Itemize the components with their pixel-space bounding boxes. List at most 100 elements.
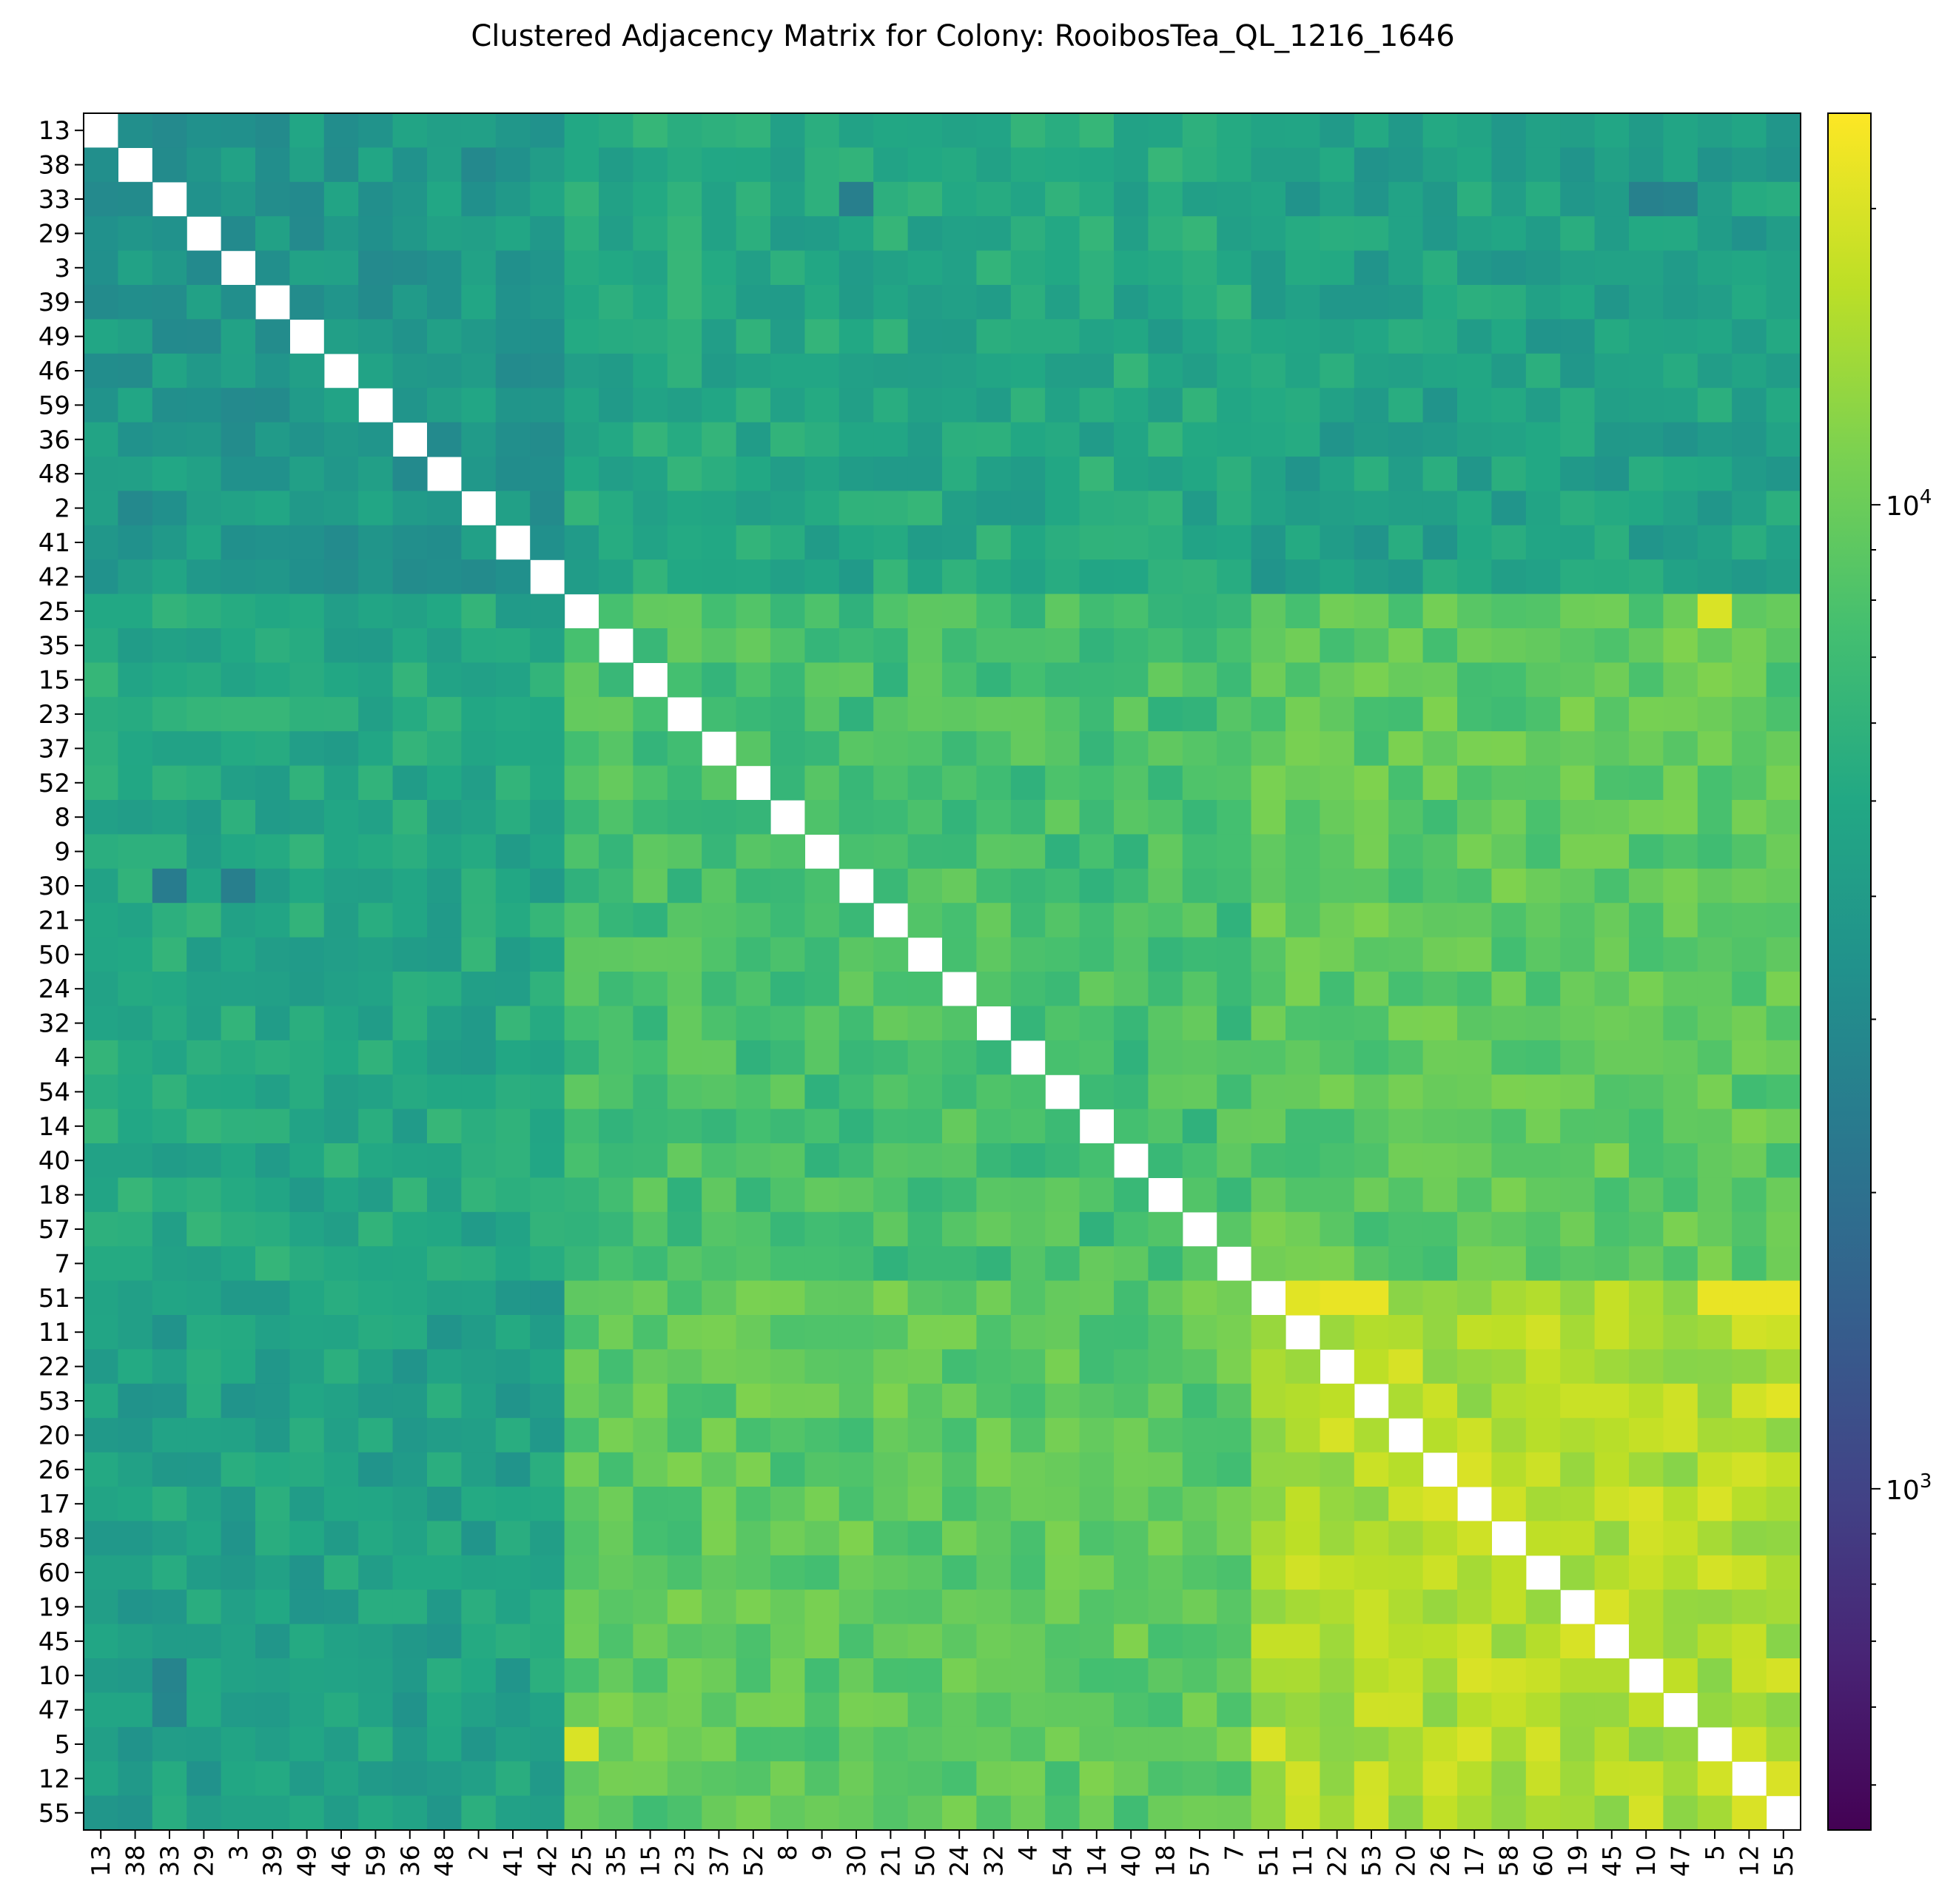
heatmap-cell-49-47 xyxy=(1663,319,1698,354)
heatmap-cell-48-7 xyxy=(1217,457,1252,491)
heatmap-cell-58-54 xyxy=(1045,1521,1080,1556)
heatmap-cell-25-11 xyxy=(1285,593,1320,629)
heatmap-cell-29-30 xyxy=(838,216,874,252)
heatmap-cell-10-35 xyxy=(599,1658,633,1693)
heatmap-cell-39-48 xyxy=(427,285,462,320)
heatmap-cell-2-21 xyxy=(873,491,909,526)
heatmap-cell-49-53 xyxy=(1354,319,1389,354)
y-tick-label: 17 xyxy=(38,1490,70,1519)
heatmap-cell-20-9 xyxy=(804,1418,840,1453)
heatmap-cell-8-49 xyxy=(289,800,325,835)
heatmap-cell-52-3 xyxy=(221,765,256,801)
heatmap-cell-10-14 xyxy=(1079,1658,1115,1693)
heatmap-cell-39-41 xyxy=(495,285,531,320)
heatmap-cell-15-60 xyxy=(1525,662,1561,698)
heatmap-cell-18-22 xyxy=(1320,1177,1355,1213)
heatmap-cell-15-53 xyxy=(1354,662,1389,698)
heatmap-cell-2-36 xyxy=(392,491,428,526)
heatmap-cell-48-32 xyxy=(976,457,1012,491)
heatmap-cell-32-39 xyxy=(255,1006,290,1041)
heatmap-cell-45-30 xyxy=(838,1624,874,1659)
heatmap-cell-5-39 xyxy=(255,1726,290,1762)
heatmap-cell-19-33 xyxy=(152,1590,187,1625)
heatmap-cell-39-15 xyxy=(633,285,668,320)
heatmap-cell-12-58 xyxy=(1491,1761,1527,1797)
heatmap-cell-52-41 xyxy=(495,765,531,801)
heatmap-cell-51-57 xyxy=(1182,1280,1217,1316)
heatmap-cell-36-18 xyxy=(1148,422,1183,457)
heatmap-cell-14-39 xyxy=(255,1109,290,1144)
heatmap-cell-7-5 xyxy=(1697,1246,1732,1282)
y-tick-label: 36 xyxy=(38,425,70,455)
heatmap-cell-58-10 xyxy=(1629,1521,1664,1556)
heatmap-cell-13-8 xyxy=(770,113,805,148)
heatmap-cell-53-22 xyxy=(1320,1383,1355,1419)
heatmap-cell-19-54 xyxy=(1045,1590,1080,1625)
heatmap-cell-5-33 xyxy=(152,1726,187,1762)
heatmap-cell-58-8 xyxy=(770,1521,805,1556)
heatmap-cell-13-24 xyxy=(942,113,977,148)
heatmap-cell-51-60 xyxy=(1525,1280,1561,1316)
heatmap-cell-23-42 xyxy=(530,696,565,732)
heatmap-cell-49-12 xyxy=(1732,319,1767,354)
heatmap-cell-35-36 xyxy=(392,628,428,663)
heatmap-cell-42-9 xyxy=(804,559,840,595)
heatmap-cell-45-42 xyxy=(530,1624,565,1659)
heatmap-cell-48-9 xyxy=(804,457,840,491)
heatmap-cell-45-14 xyxy=(1079,1624,1115,1659)
heatmap-cell-47-24 xyxy=(942,1692,977,1728)
heatmap-cell-58-26 xyxy=(1422,1521,1458,1556)
heatmap-cell-17-52 xyxy=(736,1487,771,1521)
heatmap-cell-55-46 xyxy=(323,1795,359,1831)
heatmap-cell-8-40 xyxy=(1114,800,1149,835)
heatmap-cell-23-21 xyxy=(873,696,909,732)
heatmap-cell-41-30 xyxy=(838,525,874,560)
heatmap-cell-9-2 xyxy=(461,834,497,869)
heatmap-cell-54-2 xyxy=(461,1074,497,1110)
heatmap-cell-23-58 xyxy=(1491,696,1527,732)
heatmap-cell-37-36 xyxy=(392,731,428,767)
heatmap-cell-21-9 xyxy=(804,903,840,938)
heatmap-cell-17-20 xyxy=(1388,1487,1424,1521)
heatmap-cell-57-21 xyxy=(873,1211,909,1247)
heatmap-cell-57-29 xyxy=(186,1211,222,1247)
heatmap-cell-22-24 xyxy=(942,1349,977,1385)
heatmap-cell-41-9 xyxy=(804,525,840,560)
heatmap-cell-5-25 xyxy=(564,1726,599,1762)
heatmap-cell-9-57 xyxy=(1182,834,1217,869)
heatmap-cell-10-26 xyxy=(1422,1658,1458,1693)
heatmap-cell-3-50 xyxy=(907,250,943,286)
heatmap-cell-29-42 xyxy=(530,216,565,252)
heatmap-cell-37-52 xyxy=(736,731,771,767)
heatmap-cell-4-20 xyxy=(1388,1040,1424,1075)
heatmap-cell-60-2 xyxy=(461,1555,497,1590)
heatmap-cell-54-18 xyxy=(1148,1074,1183,1110)
heatmap-cell-36-23 xyxy=(667,422,702,457)
y-tick-label: 53 xyxy=(38,1387,70,1416)
heatmap-cell-8-41 xyxy=(495,800,531,835)
heatmap-cell-23-5 xyxy=(1697,696,1732,732)
heatmap-cell-50-41 xyxy=(495,937,531,972)
heatmap-cell-8-19 xyxy=(1560,800,1596,835)
heatmap-cell-36-53 xyxy=(1354,422,1389,457)
heatmap-cell-14-19 xyxy=(1560,1109,1596,1144)
heatmap-cell-9-37 xyxy=(702,834,737,869)
heatmap-cell-42-48 xyxy=(427,559,462,595)
heatmap-cell-52-23 xyxy=(667,765,702,801)
heatmap-cell-23-29 xyxy=(186,696,222,732)
heatmap-cell-41-46 xyxy=(323,525,359,560)
heatmap-cell-38-35 xyxy=(599,147,633,183)
heatmap-cell-18-40 xyxy=(1114,1177,1149,1213)
heatmap-cell-60-32 xyxy=(976,1555,1012,1590)
heatmap-cell-49-8 xyxy=(770,319,805,354)
heatmap-cell-51-48 xyxy=(427,1280,462,1316)
heatmap-cell-51-2 xyxy=(461,1280,497,1316)
heatmap-cell-5-18 xyxy=(1148,1726,1183,1762)
heatmap-cell-59-39 xyxy=(255,388,290,423)
heatmap-cell-4-24 xyxy=(942,1040,977,1075)
heatmap-cell-59-32 xyxy=(976,388,1012,423)
heatmap-cell-13-41 xyxy=(495,113,531,148)
heatmap-cell-13-35 xyxy=(599,113,633,148)
heatmap-cell-9-3 xyxy=(221,834,256,869)
x-tick-label: 55 xyxy=(1770,1845,1799,1877)
